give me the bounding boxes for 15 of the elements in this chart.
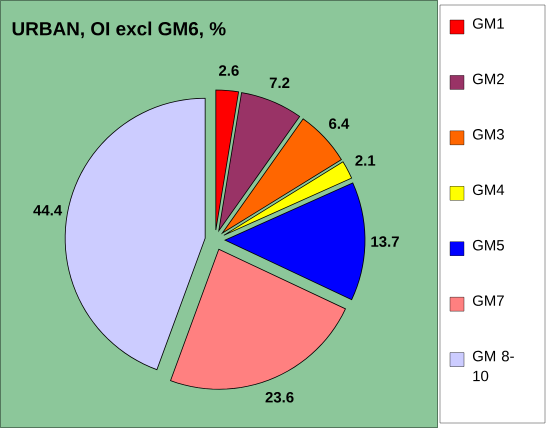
legend-label: GM4 <box>472 184 504 196</box>
data-label: 23.6 <box>266 392 294 403</box>
data-label: 13.7 <box>371 236 399 247</box>
data-label: 7.2 <box>270 78 290 88</box>
text: URBAN, OI excl GM6, % <box>12 22 226 38</box>
data-label: 2.6 <box>219 65 239 76</box>
legend-label: GM3 <box>472 129 504 140</box>
data-label: 2.1 <box>355 155 376 166</box>
legend-label: GM2 <box>472 74 504 84</box>
legend-label: GM7 <box>472 295 504 306</box>
data-label: 44.4 <box>33 205 62 216</box>
legend-label: GM1 <box>472 18 504 29</box>
data-label: 6.4 <box>329 118 350 129</box>
legend-label: GM5 <box>472 240 504 250</box>
legend-label: GM 8-10 <box>472 350 514 382</box>
